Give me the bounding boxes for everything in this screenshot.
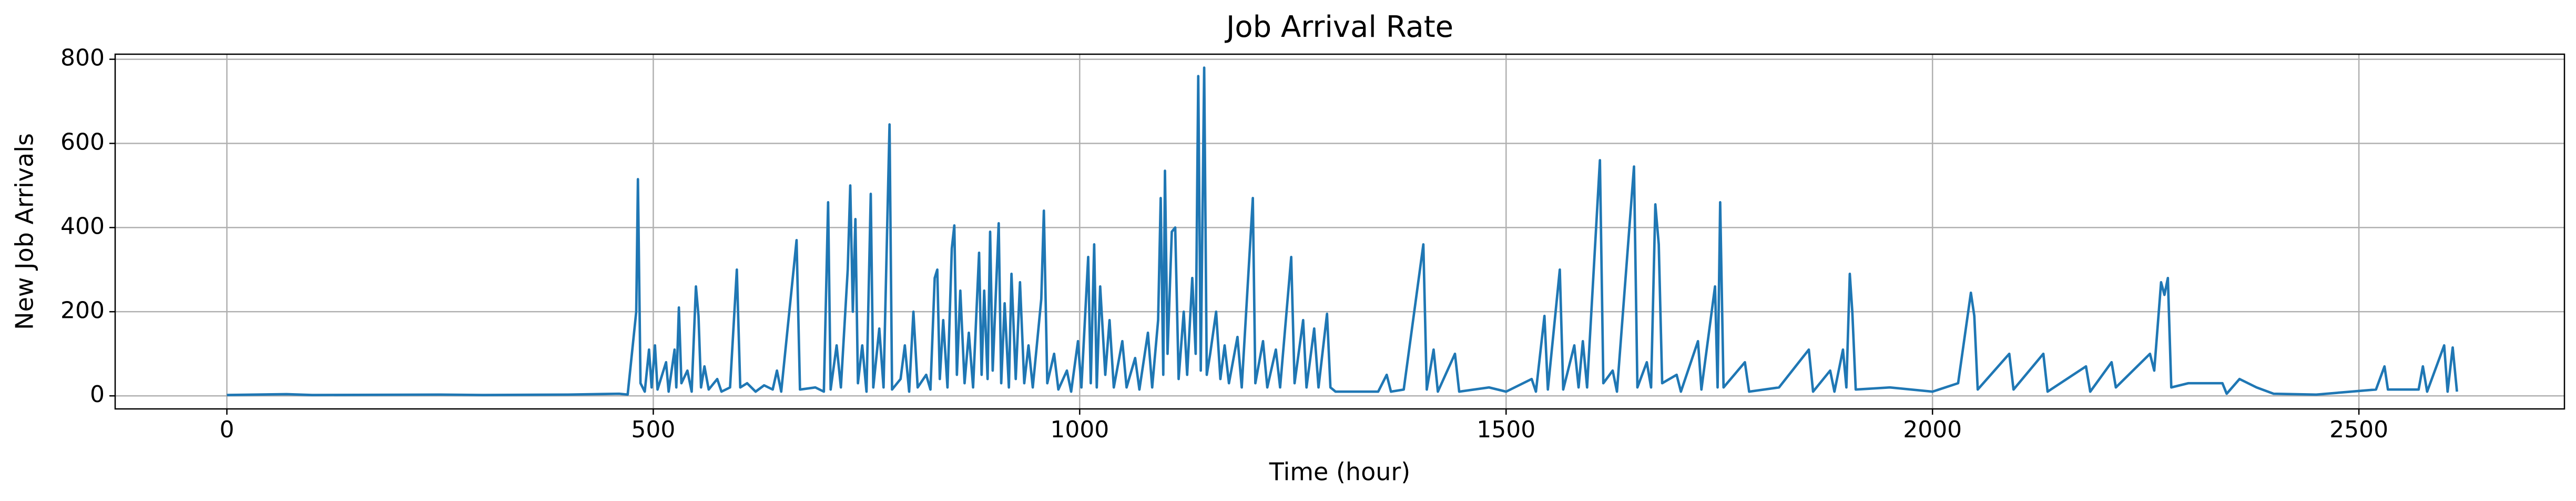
data-line — [227, 66, 2458, 396]
axes-frame — [114, 53, 2565, 410]
x-tick-label: 2500 — [2329, 416, 2388, 443]
x-tick-label: 1000 — [1050, 416, 1109, 443]
y-tick-label: 200 — [60, 297, 105, 324]
x-tick-label: 500 — [631, 416, 675, 443]
x-axis-label: Time (hour) — [1269, 458, 1410, 486]
y-tick-label: 0 — [90, 381, 105, 408]
x-tick-label: 2000 — [1903, 416, 1962, 443]
y-axis-label: New Job Arrivals — [11, 133, 39, 330]
y-tick-label: 800 — [60, 45, 105, 72]
y-tick-label: 400 — [60, 213, 105, 239]
x-tick-label: 0 — [219, 416, 234, 443]
x-tick-label: 1500 — [1477, 416, 1535, 443]
y-tick-label: 600 — [60, 128, 105, 155]
chart-title: Job Arrival Rate — [1225, 10, 1453, 44]
